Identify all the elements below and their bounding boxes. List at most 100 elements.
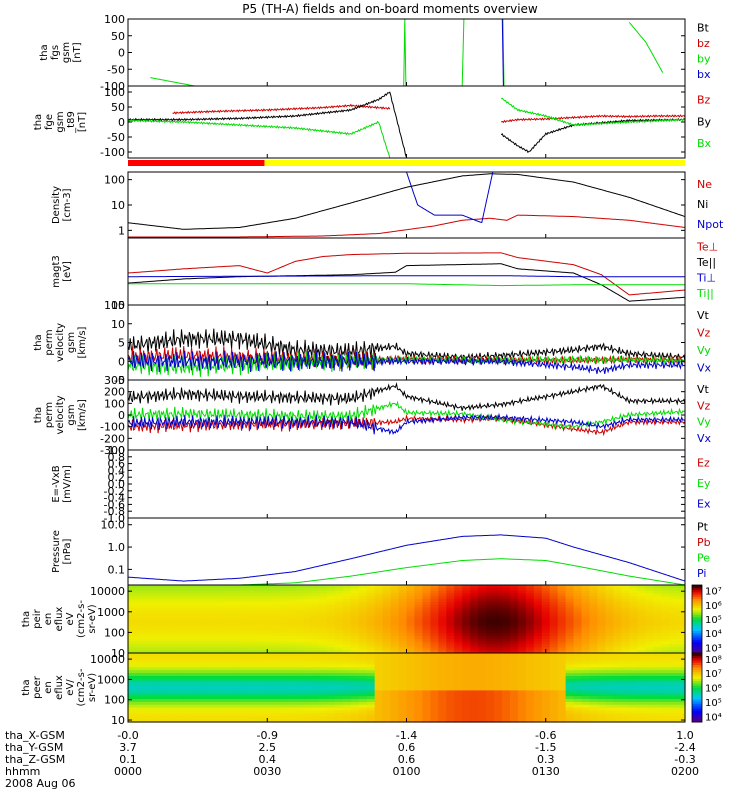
spectrogram-cell bbox=[589, 704, 599, 709]
spectrogram-cell bbox=[470, 590, 479, 595]
spectrogram-cell bbox=[486, 716, 495, 720]
spectrogram-cell bbox=[677, 599, 686, 603]
y-tick-label: 100 bbox=[104, 397, 125, 410]
spectrogram-cell bbox=[478, 704, 487, 709]
spectrogram-cell bbox=[382, 602, 392, 606]
spectrogram-cell bbox=[318, 613, 328, 617]
spectrogram-cell bbox=[597, 670, 607, 674]
spectrogram-cell bbox=[374, 664, 384, 668]
spectrogram-cell bbox=[454, 627, 463, 631]
spectrogram-cell bbox=[661, 678, 670, 683]
spectrogram-cell bbox=[303, 638, 312, 643]
spectrogram-cell bbox=[486, 636, 495, 640]
spectrogram-cell bbox=[645, 667, 654, 671]
spectrogram-cell bbox=[215, 664, 225, 668]
spectrogram-cell bbox=[191, 607, 201, 612]
spectrogram-cell bbox=[215, 641, 225, 646]
spectrogram-cell bbox=[318, 676, 328, 680]
spectrogram-cell bbox=[494, 590, 503, 595]
spectrogram-cell bbox=[470, 684, 479, 689]
spectrogram-cell bbox=[143, 661, 153, 666]
spectrogram-cell bbox=[231, 661, 240, 666]
spectrogram-cell bbox=[525, 701, 535, 706]
spectrogram-cell bbox=[326, 658, 336, 663]
spectrogram-cell bbox=[525, 630, 535, 634]
colorbar-tick-label: 10⁸ bbox=[705, 655, 722, 666]
spectrogram-cell bbox=[207, 676, 217, 680]
y-tick-label: 10 bbox=[111, 647, 125, 660]
spectrogram-cell bbox=[406, 678, 416, 683]
spectrogram-cell bbox=[342, 670, 352, 674]
spectrogram-cell bbox=[215, 633, 225, 637]
spectrogram-cell bbox=[573, 704, 583, 709]
spectrogram-cell bbox=[406, 681, 416, 686]
spectrogram-cell bbox=[334, 650, 344, 654]
spectrogram-cell bbox=[183, 638, 193, 643]
spectrogram-cell bbox=[621, 678, 630, 683]
spectrogram-cell bbox=[167, 616, 177, 620]
spectrogram-cell bbox=[159, 713, 169, 717]
spectrogram-cell bbox=[366, 585, 376, 589]
spectrogram-cell bbox=[509, 627, 519, 631]
spectrogram-cell bbox=[494, 681, 503, 686]
spectrogram-cell bbox=[637, 658, 646, 663]
spectrogram-cell bbox=[199, 616, 209, 620]
spectrogram-cell bbox=[159, 716, 169, 720]
spectrogram-cell bbox=[661, 630, 670, 634]
spectrogram-cell bbox=[533, 710, 543, 714]
spectrogram-cell bbox=[406, 693, 416, 697]
spectrogram-cell bbox=[430, 590, 439, 595]
colorbar-cell bbox=[692, 621, 702, 625]
spectrogram-cell bbox=[143, 587, 153, 592]
spectrogram-cell bbox=[653, 633, 662, 637]
spectrogram-cell bbox=[669, 604, 678, 609]
spectrogram-cell bbox=[311, 644, 320, 648]
spectrogram-cell bbox=[494, 621, 503, 626]
spectrogram-cell bbox=[565, 630, 575, 634]
spectrogram-cell bbox=[621, 593, 630, 597]
spectrogram-cell bbox=[167, 647, 177, 651]
spectrogram-cell bbox=[263, 607, 272, 612]
spectrogram-cell bbox=[414, 610, 424, 614]
spectrogram-cell bbox=[199, 585, 209, 589]
spectrogram-cell bbox=[549, 616, 559, 620]
spectrogram-cell bbox=[422, 693, 431, 697]
ephemeris-label: tha_Z-GSM bbox=[5, 753, 65, 766]
spectrogram-cell bbox=[175, 678, 185, 683]
spectrogram-cell bbox=[478, 602, 487, 606]
spectrogram-cell bbox=[167, 670, 177, 674]
spectrogram-cell bbox=[406, 604, 416, 609]
spectrogram-cell bbox=[183, 644, 193, 648]
spectrogram-cell bbox=[167, 690, 177, 694]
spectrogram-cell bbox=[183, 650, 193, 654]
spectrogram-cell bbox=[374, 676, 384, 680]
spectrogram-cell bbox=[342, 636, 352, 640]
spectrogram-cell bbox=[231, 653, 240, 657]
series-by-line bbox=[150, 77, 195, 87]
spectrogram-cell bbox=[486, 670, 495, 674]
series-bx-line bbox=[501, 18, 504, 87]
spectrogram-cell bbox=[311, 710, 320, 714]
spectrogram-cell bbox=[247, 716, 256, 720]
spectrogram-cell bbox=[645, 658, 654, 663]
spectrogram-cell bbox=[669, 704, 678, 709]
spectrogram-cell bbox=[334, 684, 344, 689]
spectrogram-cell bbox=[326, 613, 336, 617]
spectrogram-cell bbox=[549, 633, 559, 637]
spectrogram-cell bbox=[565, 716, 575, 720]
spectrogram-cell bbox=[143, 676, 153, 680]
spectrogram-cell bbox=[239, 638, 248, 643]
spectrogram-cell bbox=[629, 587, 638, 592]
spectrogram-cell bbox=[128, 613, 137, 617]
spectrogram-cell bbox=[462, 650, 471, 654]
spectrogram-cell bbox=[470, 719, 479, 723]
spectrogram-cell bbox=[406, 707, 416, 712]
spectrogram-cell bbox=[390, 681, 400, 686]
spectrogram-cell bbox=[581, 616, 591, 620]
spectrogram-cell bbox=[279, 627, 288, 631]
spectrogram-cell bbox=[517, 701, 527, 706]
spectrogram-cell bbox=[287, 710, 296, 714]
spectrogram-cell bbox=[637, 687, 646, 691]
spectrogram-cell bbox=[565, 661, 575, 666]
spectrogram-cell bbox=[501, 633, 511, 637]
